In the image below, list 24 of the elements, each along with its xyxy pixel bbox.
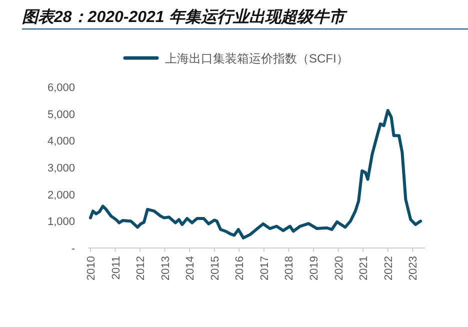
- y-tick-label: -: [71, 243, 76, 255]
- x-tick-label: 2019: [308, 256, 320, 280]
- x-tick-label: 2010: [85, 256, 98, 280]
- y-tick-label: 1,000: [47, 216, 75, 228]
- y-tick-label: 5,000: [47, 108, 75, 121]
- x-tick-label: 2014: [184, 256, 197, 280]
- chart-title: 图表28：2020-2021 年集运行业出现超级牛市: [22, 8, 348, 26]
- x-tick-label: 2015: [209, 256, 222, 280]
- x-tick-label: 2012: [135, 256, 148, 280]
- x-tick-label: 2023: [408, 256, 420, 280]
- x-tick-label: 2017: [258, 256, 271, 280]
- line-series: [88, 108, 422, 240]
- x-tick-label: 2013: [160, 256, 172, 280]
- x-tick-label: 2021: [358, 256, 370, 280]
- y-tick-label: 2,000: [47, 189, 75, 202]
- x-tick-label: 2011: [110, 256, 122, 280]
- y-tick-label: 6,000: [47, 82, 75, 94]
- x-tick-label: 2018: [284, 256, 296, 280]
- y-tick-label: 3,000: [47, 162, 75, 174]
- y-tick-label: 4,000: [47, 136, 75, 148]
- legend-label: 上海出口集装箱运价指数（SCFI）: [165, 52, 348, 66]
- x-tick-label: 2022: [382, 256, 395, 280]
- x-tick-label: 2020: [333, 256, 346, 280]
- x-tick-label: 2016: [234, 256, 246, 280]
